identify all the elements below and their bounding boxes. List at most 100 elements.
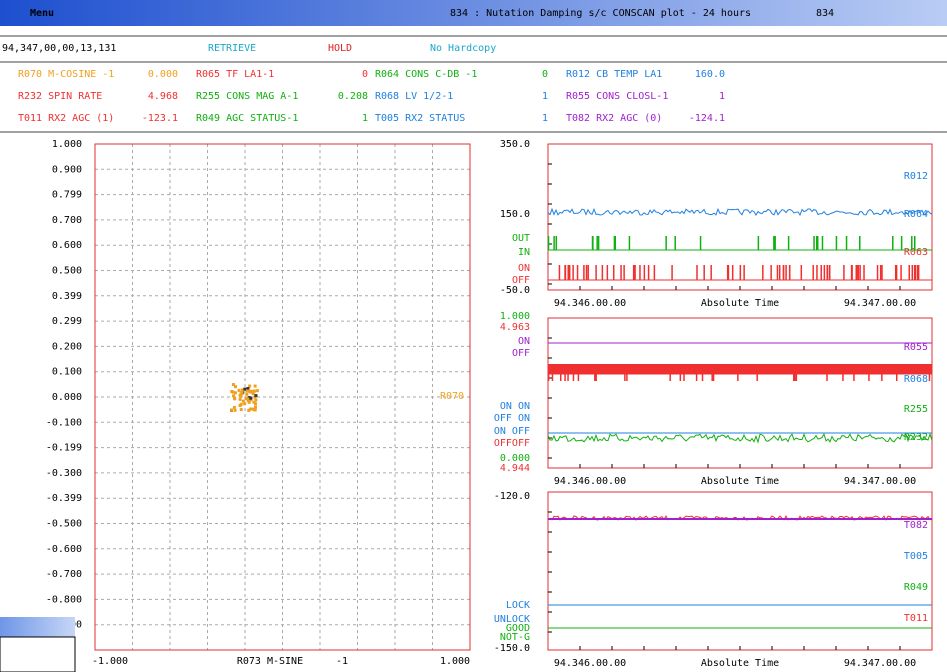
axis-label: ON ON (500, 401, 530, 412)
trace-point (249, 390, 253, 394)
axis-label: 350.0 (500, 139, 530, 150)
trace-label: R063 (904, 247, 928, 258)
hold-button[interactable]: HOLD (328, 43, 352, 54)
trace-label: R070 (440, 391, 464, 402)
retrieve-button[interactable]: RETRIEVE (208, 43, 256, 54)
trace (548, 364, 932, 374)
trace-point (245, 392, 249, 396)
y-tick-label: -0.600 (46, 544, 82, 555)
y-tick-label: -0.100 (46, 417, 82, 428)
x-axis-label: R073 M-SINE (237, 656, 303, 667)
trace (547, 207, 933, 217)
trace-point (240, 390, 244, 394)
content: R070 M-COSINE -1 0.000 R065 TF LA1-1 0 R064 … (0, 69, 933, 672)
y-tick-label: -0.399 (46, 493, 82, 504)
axis-label: ON (518, 336, 530, 347)
parameter-value: -123.1 (142, 113, 178, 124)
trace-point (231, 383, 235, 387)
trace-point (243, 402, 247, 406)
parameter-name: R012 CB TEMP LA1 (566, 69, 662, 80)
trace-point (246, 399, 250, 403)
axis-label: UNLOCK (494, 614, 530, 625)
trace-point (230, 389, 234, 393)
trace-point (240, 388, 244, 392)
trace-point (248, 384, 252, 388)
trace-label: R064 (904, 209, 928, 220)
trace-point (249, 396, 253, 400)
trace-label: R232 (904, 432, 928, 443)
trace-point (233, 408, 237, 412)
y-tick-label: 0.399 (52, 291, 82, 302)
trace-point (247, 408, 251, 412)
trace-point (254, 402, 258, 406)
trace-point (239, 408, 243, 412)
trace-point (253, 395, 257, 399)
axis-label: LOCK (506, 600, 530, 611)
axis-label: 4.944 (500, 463, 530, 474)
y-tick-label: 0.100 (52, 367, 82, 378)
trace-point (243, 387, 247, 391)
y-tick-label: 0.600 (52, 240, 82, 251)
parameter-value: 1 (542, 113, 548, 124)
menu[interactable]: Menu (30, 8, 54, 19)
axis-label: GOOD (506, 623, 530, 634)
trace-label: R255 (904, 404, 928, 415)
window-title: 834 : Nutation Damping s/c CONSCAN plot … (450, 8, 751, 19)
trace-point (254, 394, 258, 398)
parameter-value: 0 (362, 69, 368, 80)
y-tick-label: 0.900 (52, 164, 82, 175)
trace-label: T005 (904, 551, 928, 562)
parameter-name: R068 LV 1/2-1 (375, 91, 453, 102)
x-axis-label: Absolute Time (701, 476, 779, 487)
trace-point (255, 389, 259, 393)
trace-point (233, 391, 237, 395)
trace-point (246, 397, 250, 401)
axis-label: OFF (512, 348, 530, 359)
y-tick-label: -0.199 (46, 443, 82, 454)
trace-point (239, 402, 243, 406)
window-body (0, 636, 76, 672)
menu-bar (0, 0, 947, 26)
trace-label: R049 (904, 582, 928, 593)
axis-label: OFFOFF (494, 438, 530, 449)
timestamp: 94,347,00,00,13,131 (2, 43, 116, 54)
trace-point (230, 408, 234, 412)
trace-point (250, 407, 254, 411)
trace-point (247, 389, 251, 393)
parameter-name: R255 CONS MAG A-1 (196, 91, 298, 102)
axis-label: 1.000 (500, 311, 530, 322)
parameter-value: 160.0 (695, 69, 725, 80)
parameter-value: 1 (362, 113, 368, 124)
parameter-value: 0.208 (338, 91, 368, 102)
trace-point (232, 405, 236, 409)
y-tick-label: 0.799 (52, 190, 82, 201)
trace-point (232, 394, 236, 398)
axis-label: IN (518, 247, 530, 258)
axis-label: OUT (512, 233, 530, 244)
trace-point (253, 405, 257, 409)
plot-frame (94, 143, 471, 651)
parameter-value: 0 (542, 69, 548, 80)
trace-point (254, 398, 258, 402)
parameter-name: T011 RX2 AGC (1) (18, 113, 114, 124)
axis-label: ON OFF (494, 426, 530, 437)
x-axis-label: 94.347.00.00 (844, 476, 916, 487)
parameter-name: T082 RX2 AGC (0) (566, 113, 662, 124)
hardcopy-button[interactable]: No Hardcopy (430, 43, 496, 54)
trace-point (246, 387, 250, 391)
parameter-name: R065 TF LA1-1 (196, 69, 274, 80)
trace-point (237, 388, 241, 392)
trace-point (241, 399, 245, 403)
y-tick-label: 0.000 (52, 392, 82, 403)
parameter-name: R232 SPIN RATE (18, 91, 102, 102)
axis-label: ON (518, 263, 530, 274)
trace-point (253, 408, 257, 412)
parameter-value: 4.968 (148, 91, 178, 102)
trace-label: R012 (904, 171, 928, 182)
y-tick-label: 0.500 (52, 266, 82, 277)
y-tick-label: -0.800 (46, 594, 82, 605)
trace-point (238, 393, 242, 397)
y-tick-label: -0.300 (46, 468, 82, 479)
y-tick-label: -0.500 (46, 519, 82, 530)
